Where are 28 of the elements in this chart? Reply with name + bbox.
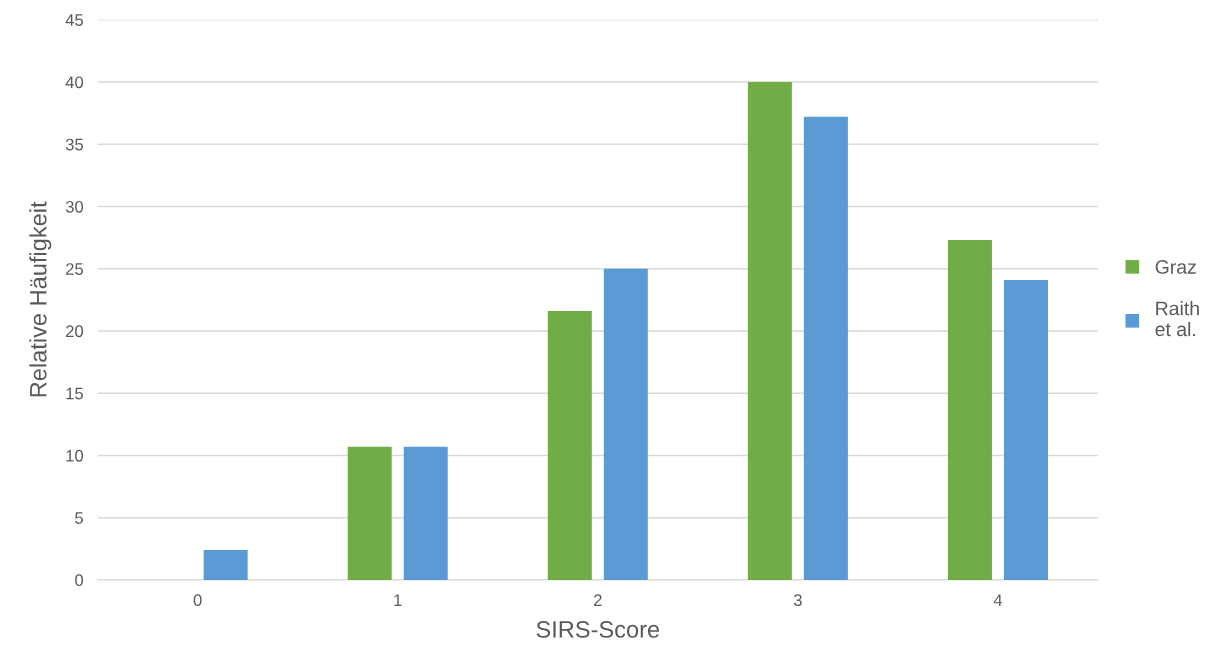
x-tick-label: 0: [193, 594, 202, 607]
legend-label: Graz: [1155, 260, 1196, 274]
bar: [603, 268, 648, 580]
y-axis-title: Relative Häufigkeit: [29, 201, 52, 397]
x-tick-label: 2: [594, 594, 602, 606]
bar: [547, 311, 592, 580]
y-tick-label: 10: [66, 449, 84, 462]
y-tick-label: 40: [65, 76, 84, 89]
y-tick-label: 20: [66, 325, 84, 338]
y-tick-label: 0: [75, 574, 84, 587]
x-tick-label: 4: [993, 594, 1003, 606]
y-tick-label: 25: [66, 263, 84, 275]
bar: [747, 82, 792, 580]
x-axis-title: SIRS-Score: [536, 621, 660, 638]
bar: [1003, 279, 1048, 580]
bar: [947, 240, 992, 580]
bar: [347, 446, 392, 580]
bar: [403, 446, 448, 580]
bar: [803, 116, 848, 580]
y-tick-label: 30: [65, 200, 84, 213]
y-tick-label: 15: [66, 387, 84, 400]
x-tick-label: 1: [394, 594, 402, 606]
bar: [203, 550, 248, 580]
x-tick-label: 3: [793, 594, 802, 607]
legend-label: Raith et al.: [1155, 301, 1199, 337]
y-tick-label: 5: [75, 512, 84, 524]
y-tick-label: 35: [65, 138, 84, 151]
y-tick-label: 45: [65, 14, 84, 26]
